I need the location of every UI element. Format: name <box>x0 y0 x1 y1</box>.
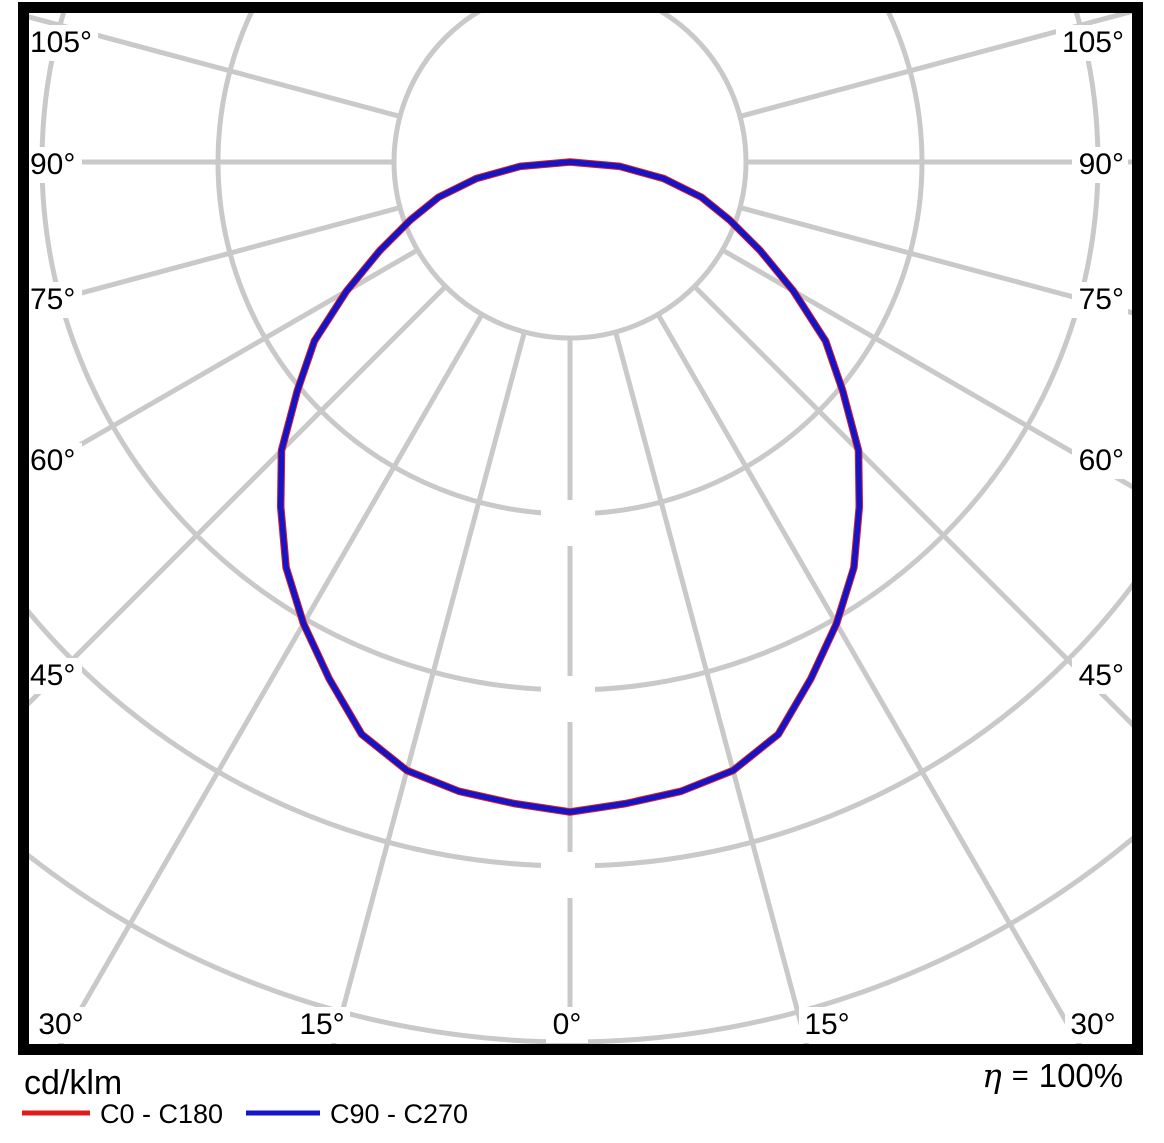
eta-symbol: η <box>982 1056 1002 1095</box>
angle-tick-label: 15° <box>804 1008 849 1041</box>
grid-spoke--30deg <box>57 313 485 1044</box>
angle-label-halo <box>546 1007 588 1043</box>
angle-tick-labels: 105° 90° 75° 60° 45° 105° 90° 75° 60° 45° 30° 15° 0°… <box>26 25 1128 1043</box>
ring-label-gap-4 <box>541 852 595 898</box>
eta-equals: = <box>1012 1060 1029 1092</box>
efficiency-label: η = 100% <box>982 1056 1123 1095</box>
units-label: cd/klm <box>24 1064 122 1102</box>
angle-label-halo <box>26 282 82 318</box>
angle-tick-label: 30° <box>38 1008 83 1041</box>
angle-tick-label: 45° <box>1079 659 1124 692</box>
angle-tick-label: 60° <box>30 444 75 477</box>
angle-tick-label: 75° <box>30 283 75 316</box>
grid-spoke--105deg <box>29 14 401 119</box>
grid-spoke--15deg <box>331 331 527 1044</box>
grid-spoke-15deg <box>613 331 809 1044</box>
angle-tick-label: 90° <box>1079 148 1124 181</box>
eta-value: 100% <box>1039 1057 1123 1094</box>
ring-label-gap-2 <box>541 500 595 546</box>
angle-tick-label: 45° <box>30 659 75 692</box>
angle-label-halo <box>26 147 82 183</box>
angle-tick-label: 90° <box>30 148 75 181</box>
angle-tick-label: 0° <box>553 1008 582 1041</box>
curve-C90-C270 <box>277 159 863 815</box>
angle-label-halo <box>1065 1007 1121 1043</box>
grid-spoke-105deg <box>739 13 1132 119</box>
intensity-curves <box>276 158 864 816</box>
plot-frame <box>18 2 1143 1055</box>
angle-tick-label: 105° <box>30 26 92 59</box>
grid-spoke--75deg <box>29 205 401 310</box>
angle-label-halo <box>1072 443 1128 479</box>
grid-spoke--60deg <box>29 247 419 478</box>
angle-label-halo <box>1072 658 1128 694</box>
grid-spoke-30deg <box>655 313 1083 1044</box>
angle-label-halo <box>26 25 98 61</box>
angle-label-halo <box>1056 25 1128 61</box>
angle-label-halo <box>26 443 82 479</box>
grid-spoke-75deg <box>739 205 1132 316</box>
legend-label-c90-c270: C90 - C270 <box>330 1099 468 1129</box>
angle-label-halo <box>26 658 82 694</box>
angle-label-halo <box>1072 147 1128 183</box>
angle-tick-label: 75° <box>1079 283 1124 316</box>
legend-label-c0-c180: C0 - C180 <box>100 1099 223 1129</box>
angle-label-halo <box>294 1007 350 1043</box>
angle-tick-label: 15° <box>299 1008 344 1041</box>
ring-label-gap-3 <box>541 676 595 722</box>
angle-tick-label: 30° <box>1070 1008 1115 1041</box>
angle-label-halo <box>799 1007 855 1043</box>
angle-label-halo <box>33 1007 89 1043</box>
angle-tick-label: 105° <box>1062 26 1124 59</box>
angle-tick-label: 60° <box>1079 444 1124 477</box>
angle-label-halo <box>1072 282 1128 318</box>
legend: cd/klm C0 - C180 C90 - C270 η = 100% <box>22 1056 1123 1129</box>
ring-label-gaps <box>541 500 595 898</box>
grid-spoke-60deg <box>721 247 1132 490</box>
